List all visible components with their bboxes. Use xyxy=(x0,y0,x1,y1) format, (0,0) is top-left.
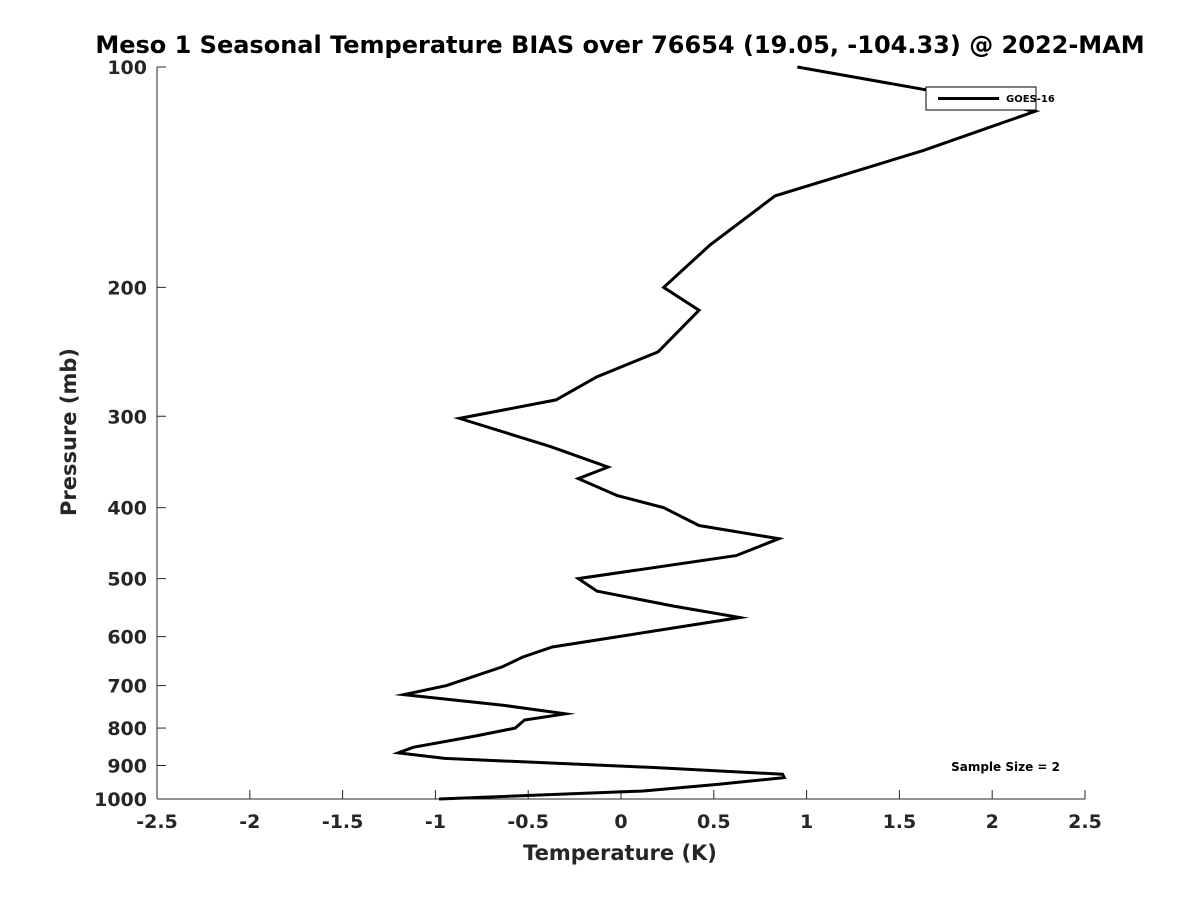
legend: GOES-16 xyxy=(925,86,1055,111)
y-tick-label: 900 xyxy=(107,756,147,778)
y-axis-label: Pressure (mb) xyxy=(57,348,81,516)
y-tick-label: 800 xyxy=(107,718,147,740)
x-tick-label: 0.5 xyxy=(697,811,731,833)
y-tick-label: 600 xyxy=(107,627,147,649)
chart-title: Meso 1 Seasonal Temperature BIAS over 76… xyxy=(95,31,1144,59)
y-axis-ticks: 100 200 300 400 500 600 700 800 900 1000 xyxy=(94,57,166,811)
x-tick-label: 2.5 xyxy=(1068,811,1102,833)
y-tick-label: 200 xyxy=(107,277,147,299)
x-tick-label: -1 xyxy=(425,811,446,833)
x-tick-label: 1 xyxy=(800,811,813,833)
sample-size-annotation: Sample Size = 2 xyxy=(951,760,1060,774)
y-tick-label: 400 xyxy=(107,498,147,520)
legend-entry-goes-16: GOES-16 xyxy=(1006,94,1055,105)
y-tick-label: 300 xyxy=(107,406,147,428)
y-tick-label: 1000 xyxy=(94,789,147,811)
x-tick-label: -0.5 xyxy=(507,811,549,833)
x-tick-label: -1.5 xyxy=(322,811,364,833)
series-line-goes-16 xyxy=(392,65,1041,801)
x-tick-label: 0 xyxy=(614,811,627,833)
x-tick-label: 1.5 xyxy=(883,811,917,833)
x-tick-label: 2 xyxy=(986,811,999,833)
x-axis-label: Temperature (K) xyxy=(523,841,717,865)
y-tick-label: 100 xyxy=(107,57,147,79)
y-tick-label: 700 xyxy=(107,676,147,698)
x-tick-label: -2.5 xyxy=(136,811,178,833)
series-group xyxy=(392,65,1041,801)
y-tick-label: 500 xyxy=(107,569,147,591)
x-axis-ticks: -2.5 -2 -1.5 -1 -0.5 0 0.5 1 1.5 2 2.5 xyxy=(136,790,1102,833)
x-tick-label: -2 xyxy=(239,811,260,833)
